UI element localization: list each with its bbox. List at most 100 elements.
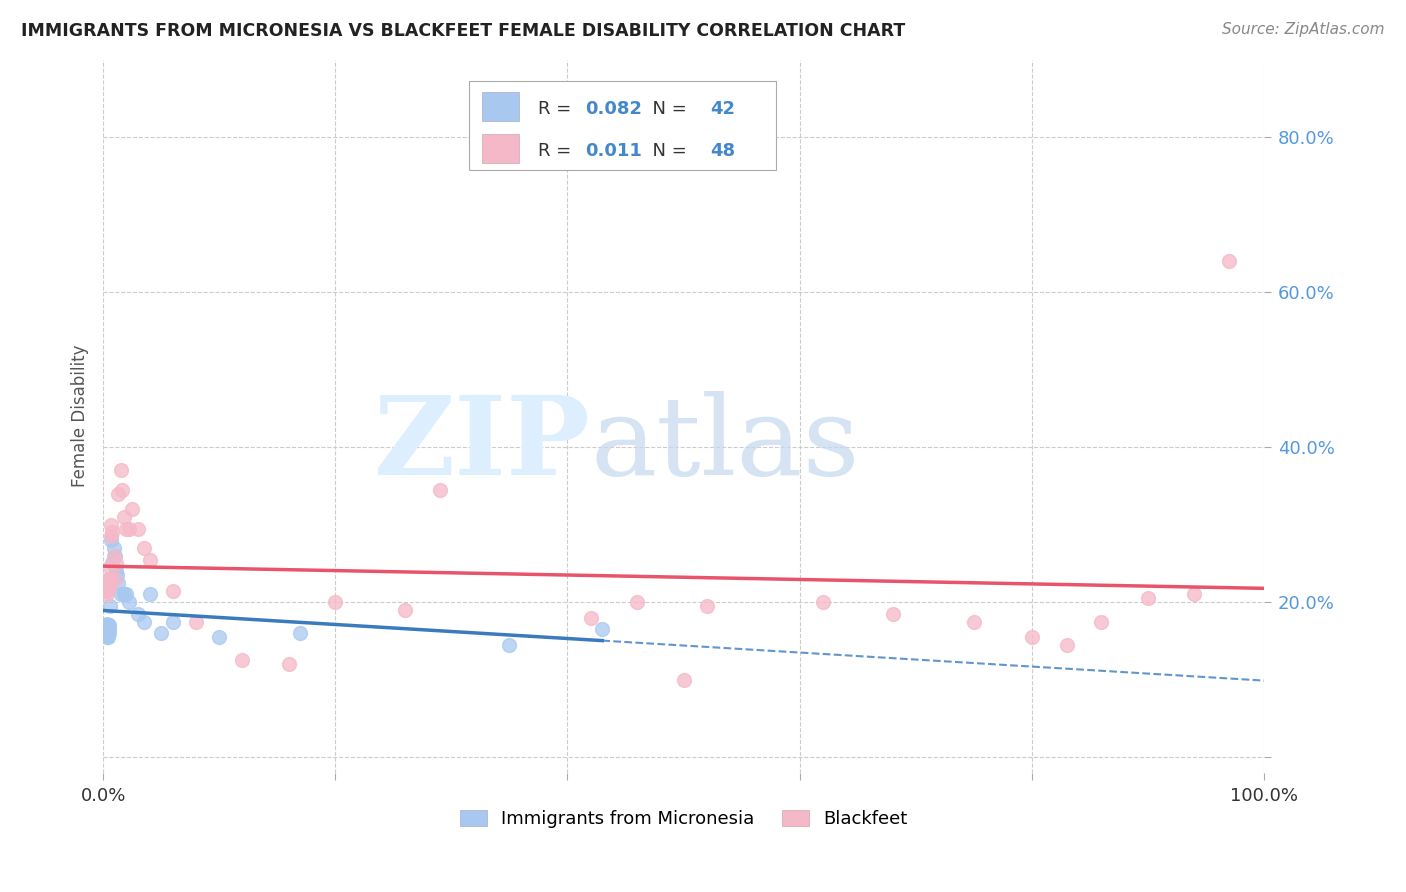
Point <box>963 615 986 629</box>
Point <box>98 599 121 613</box>
Point <box>97 575 120 590</box>
Point <box>101 557 124 571</box>
Text: 0.011: 0.011 <box>585 142 641 161</box>
Point <box>97 580 120 594</box>
Legend: Immigrants from Micronesia, Blackfeet: Immigrants from Micronesia, Blackfeet <box>453 802 915 835</box>
Point <box>104 549 127 563</box>
Text: 0.082: 0.082 <box>585 100 643 119</box>
Point <box>96 626 118 640</box>
Point <box>96 623 118 637</box>
Point <box>94 580 117 594</box>
FancyBboxPatch shape <box>482 134 519 163</box>
Point <box>94 628 117 642</box>
Point <box>138 587 160 601</box>
Point <box>127 522 149 536</box>
Text: N =: N = <box>641 100 692 119</box>
Point <box>112 587 135 601</box>
Point <box>115 587 138 601</box>
Point <box>138 552 160 566</box>
Point <box>97 630 120 644</box>
Point <box>107 486 129 500</box>
FancyBboxPatch shape <box>468 81 776 170</box>
Point <box>97 572 120 586</box>
Point <box>97 618 120 632</box>
Point <box>94 624 117 639</box>
Point <box>96 630 118 644</box>
Y-axis label: Female Disability: Female Disability <box>72 345 89 487</box>
Point <box>96 575 118 590</box>
Point <box>132 541 155 555</box>
Point <box>290 626 312 640</box>
Point <box>184 615 207 629</box>
Text: 48: 48 <box>710 142 735 161</box>
Point <box>96 583 118 598</box>
Point <box>100 529 122 543</box>
Point <box>105 568 128 582</box>
Point <box>94 623 117 637</box>
Point <box>150 626 173 640</box>
Point <box>98 560 121 574</box>
Point <box>96 624 118 638</box>
Point <box>1182 587 1205 601</box>
Point <box>96 620 118 634</box>
Text: R =: R = <box>538 142 583 161</box>
Point <box>1056 638 1078 652</box>
Text: R =: R = <box>538 100 578 119</box>
Point <box>811 595 834 609</box>
Point <box>110 587 132 601</box>
Point <box>94 620 117 634</box>
FancyBboxPatch shape <box>482 92 519 121</box>
Point <box>121 502 143 516</box>
Point <box>1021 630 1043 644</box>
Text: ZIP: ZIP <box>374 392 591 499</box>
Point <box>498 638 520 652</box>
Point <box>208 630 231 644</box>
Point <box>97 580 120 594</box>
Point <box>394 603 416 617</box>
Point <box>111 483 134 497</box>
Point <box>626 595 648 609</box>
Point <box>104 572 127 586</box>
Text: N =: N = <box>641 142 692 161</box>
Point <box>97 618 120 632</box>
Point <box>97 572 120 586</box>
Point <box>107 575 129 590</box>
Point <box>162 583 184 598</box>
Text: atlas: atlas <box>591 392 860 499</box>
Point <box>93 623 115 637</box>
Point <box>100 533 122 548</box>
Point <box>104 564 127 578</box>
Point <box>103 541 125 555</box>
Point <box>97 623 120 637</box>
Point <box>1136 591 1159 606</box>
Point <box>97 626 120 640</box>
Point <box>1218 254 1240 268</box>
Point <box>94 583 117 598</box>
Point <box>323 595 346 609</box>
Point <box>101 525 124 540</box>
Point <box>696 599 718 613</box>
Point <box>96 587 118 601</box>
Point <box>231 653 253 667</box>
Point <box>93 575 115 590</box>
Point <box>1090 615 1112 629</box>
Point <box>93 618 115 632</box>
Point <box>96 628 118 642</box>
Point <box>103 549 125 563</box>
Point <box>579 611 602 625</box>
Point <box>672 673 695 687</box>
Point <box>96 616 118 631</box>
Point <box>118 595 141 609</box>
Point <box>110 463 132 477</box>
Point <box>98 572 121 586</box>
Text: 42: 42 <box>710 100 735 119</box>
Point <box>127 607 149 621</box>
Point <box>429 483 451 497</box>
Point <box>97 623 120 637</box>
Point <box>112 510 135 524</box>
Point <box>115 522 138 536</box>
Point <box>97 626 120 640</box>
Text: IMMIGRANTS FROM MICRONESIA VS BLACKFEET FEMALE DISABILITY CORRELATION CHART: IMMIGRANTS FROM MICRONESIA VS BLACKFEET … <box>21 22 905 40</box>
Point <box>162 615 184 629</box>
Text: Source: ZipAtlas.com: Source: ZipAtlas.com <box>1222 22 1385 37</box>
